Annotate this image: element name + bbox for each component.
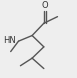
Text: HN: HN — [3, 36, 16, 45]
Text: O: O — [42, 1, 48, 10]
